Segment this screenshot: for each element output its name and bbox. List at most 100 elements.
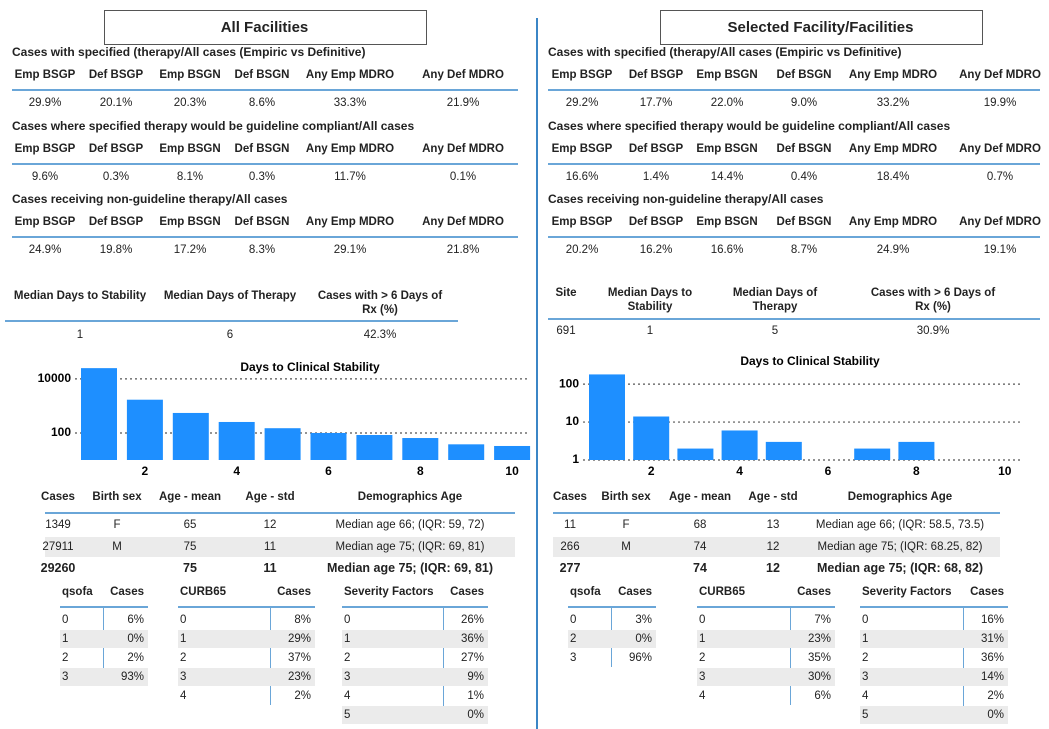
metric-value: 29.2% [565,97,599,109]
demographics-cell: 11 [264,541,276,553]
breakdown-label: 3 [62,671,69,683]
demographics-header: Birth sex [92,491,142,503]
column-header: Def BSGN [776,69,832,81]
breakdown-label: 3 [862,671,869,683]
column-header: Any Def MDRO [422,69,504,81]
header-rule [12,163,518,165]
breakdown-label: 3 [180,671,187,683]
column-header: Any Def MDRO [422,216,504,228]
column-header: Any Emp MDRO [848,69,938,81]
panel-title-box [660,10,983,45]
header-rule [553,512,1000,514]
metric-value: 21.9% [446,97,480,109]
header-rule [45,512,515,514]
breakdown-label: 5 [862,709,869,721]
bar [589,374,625,460]
header-rule [548,163,1040,165]
metric-value: 0.4% [790,171,818,183]
metric-value: 29.9% [28,97,62,109]
breakdown-value: 30% [807,671,831,683]
metric-value: 24.9% [876,244,910,256]
metric-value: 21.8% [446,244,480,256]
breakdown-value: 37% [287,652,311,664]
demographics-header: Age - std [748,491,798,503]
column-header: Def BSGP [88,69,144,81]
breakdown-label: 2 [344,652,351,664]
breakdown-label: 2 [180,652,187,664]
breakdown-label: 3 [570,652,577,664]
breakdown-header: Cases [450,586,484,598]
breakdown-label: 0 [570,614,577,626]
breakdown-value: 0% [467,709,484,721]
panel-title: Selected Facility/Facilities [727,19,914,36]
metric-value: 22.0% [710,97,744,109]
column-header: Any Def MDRO [959,216,1041,228]
metric-value: 18.4% [876,171,910,183]
row-shade [860,668,1008,686]
demographics-cell: M [621,541,631,553]
summary-header: Median Days of Therapy [732,287,818,313]
section-heading: Cases receiving non-guideline therapy/Al… [12,192,288,206]
bar [126,399,163,460]
breakdown-header: qsofa [62,586,93,598]
y-tick-label: 100 [559,376,579,390]
header-rule [548,318,1040,320]
breakdown-value: 16% [980,614,1004,626]
bar [765,441,802,460]
breakdown-label: 4 [180,690,187,702]
breakdown-header: CURB65 [699,586,746,598]
demographics-cell: F [113,519,121,531]
summary-header: Cases with > 6 Days of Rx (%) [870,287,996,313]
demographics-cell: M [112,541,122,553]
x-tick-label: 2 [648,464,655,478]
demographics-total: 29260 [40,561,76,575]
bar [677,448,714,460]
bar [218,421,255,460]
column-header: Any Def MDRO [959,69,1041,81]
panel-title-box [104,10,427,45]
bar [264,428,301,460]
metric-value: 9.0% [790,97,818,109]
column-header: Def BSGN [234,216,290,228]
column-header: Emp BSGN [159,216,221,228]
chart-title: Days to Clinical Stability [740,354,880,368]
breakdown-value: 23% [287,671,311,683]
breakdown-label: 2 [862,652,869,664]
summary-value: 42.3% [363,329,397,341]
metric-value: 8.7% [790,244,818,256]
bar [494,445,531,460]
column-header: Emp BSGP [14,69,76,81]
demographics-cell: 266 [560,541,580,553]
metric-value: 17.7% [639,97,673,109]
demographics-cell: Median age 75; (IQR: 69, 81) [335,541,485,553]
metric-value: 33.2% [876,97,910,109]
breakdown-header: qsofa [570,586,601,598]
demographics-cell: 12 [766,541,780,553]
breakdown-header: Cases [277,586,311,598]
column-header: Emp BSGP [551,216,613,228]
summary-header: Median Days to Stability [607,287,693,313]
row-shade [553,537,1000,557]
breakdown-value: 96% [628,652,652,664]
breakdown-label: 5 [344,709,351,721]
column-header: Def BSGP [88,216,144,228]
bar [402,438,439,460]
row-shade [568,630,656,648]
summary-header: Site [555,287,577,299]
header-rule [342,606,488,608]
demographics-header: Cases [553,491,587,503]
row-shade [342,668,488,686]
breakdown-label: 1 [344,633,351,645]
x-tick-label: 2 [142,464,149,478]
breakdown-header: Cases [618,586,652,598]
column-header: Emp BSGP [551,69,613,81]
y-tick-label: 10 [566,414,580,428]
column-header: Any Emp MDRO [848,216,938,228]
breakdown-label: 0 [344,614,351,626]
demographics-total: 12 [766,561,780,575]
column-header: Def BSGN [776,216,832,228]
metric-value: 1.4% [642,171,670,183]
metric-value: 20.3% [173,97,207,109]
breakdown-value: 6% [127,614,144,626]
